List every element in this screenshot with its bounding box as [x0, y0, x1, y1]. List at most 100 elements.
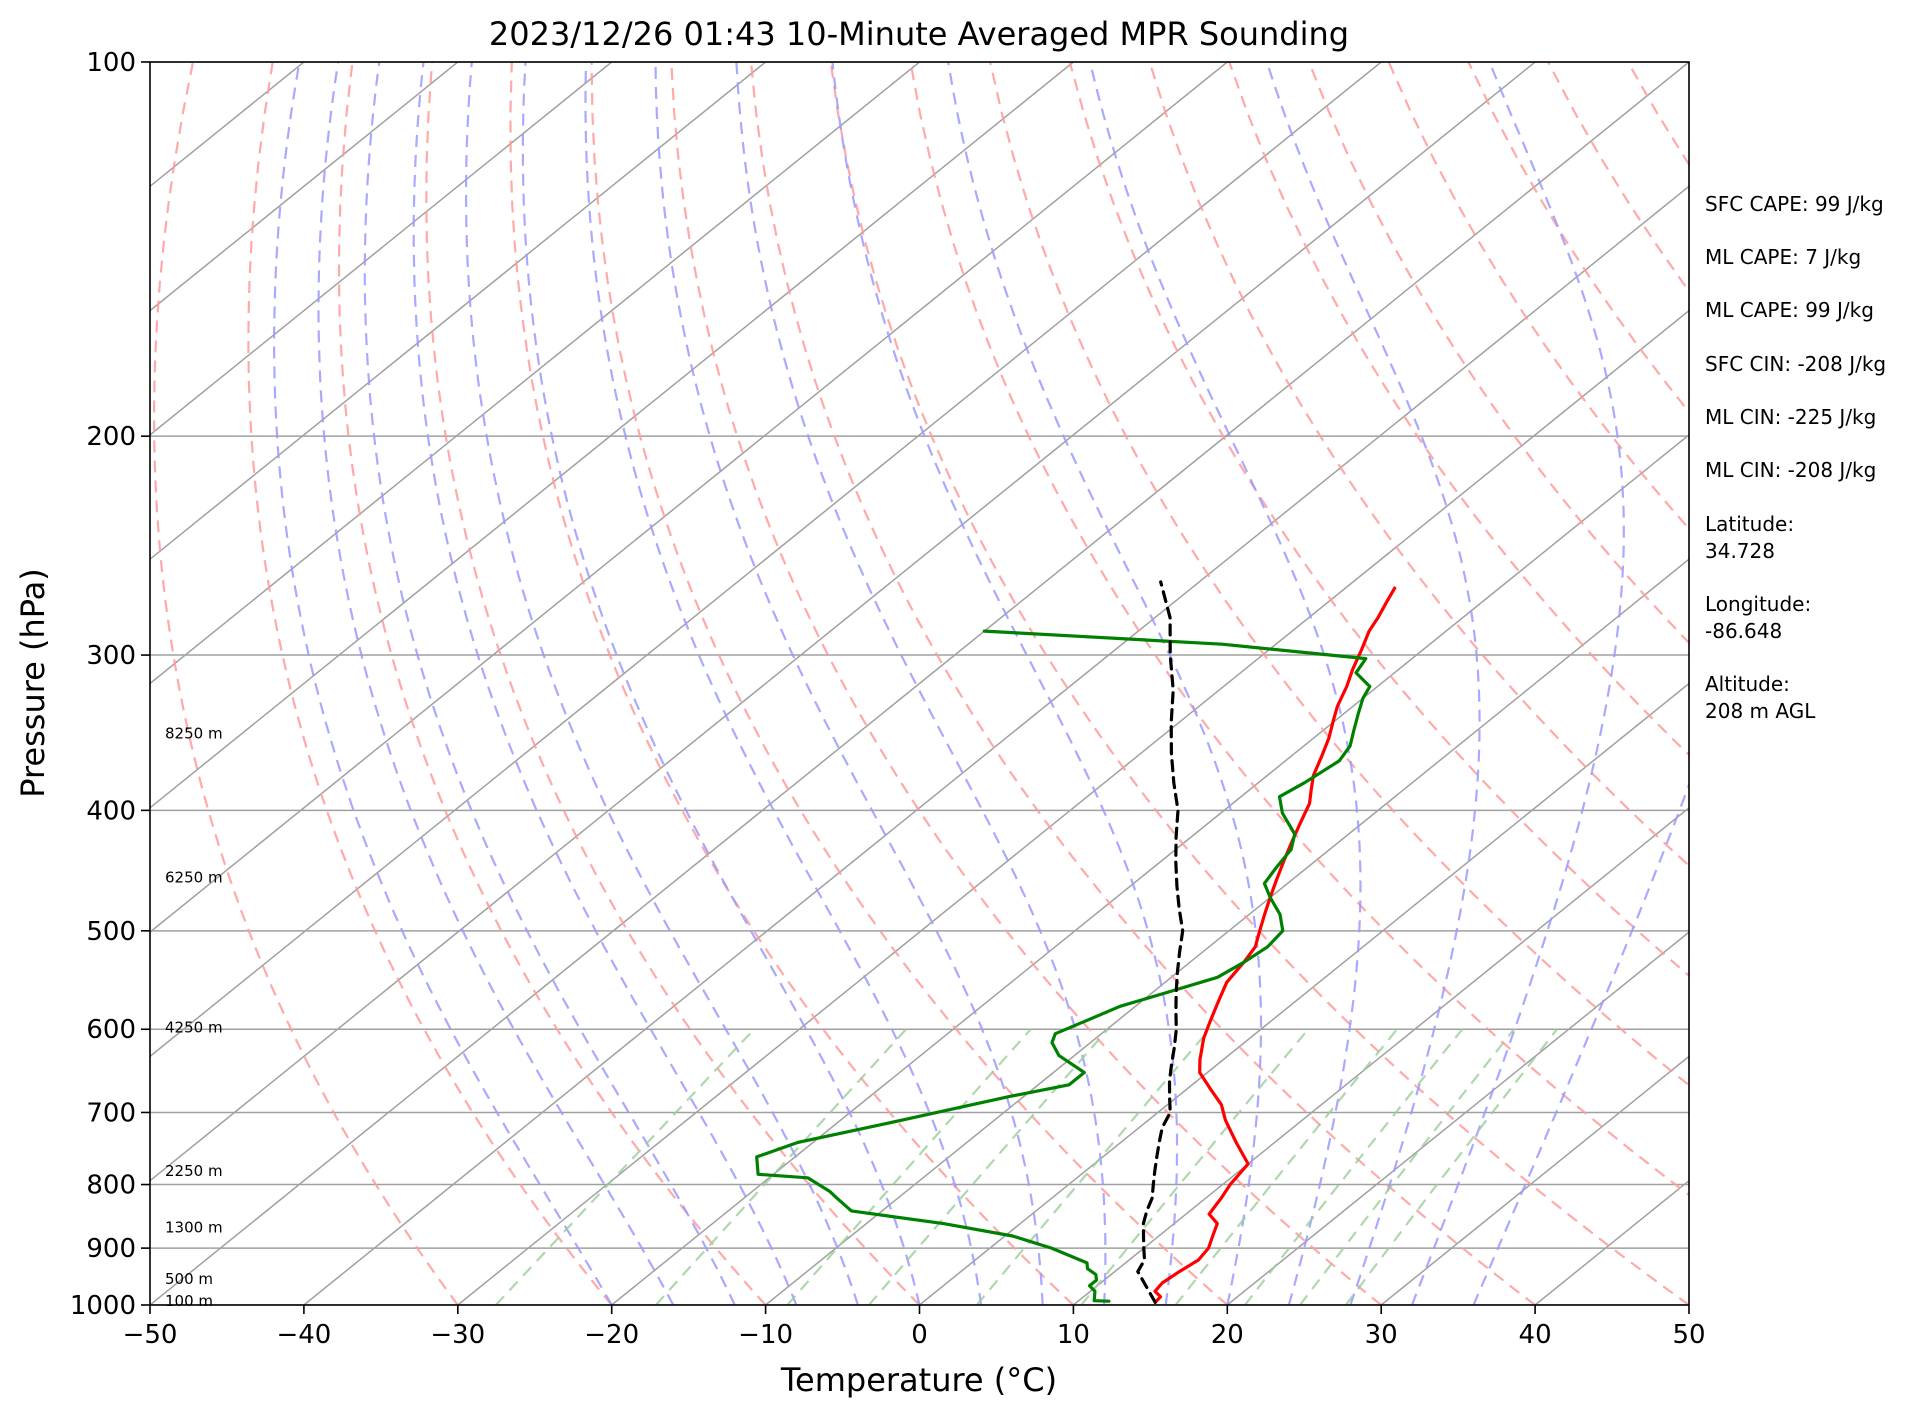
isotherm--70 — [150, 62, 1382, 1058]
isotherm--100 — [150, 62, 920, 685]
isotherm--30 — [457, 309, 1689, 1305]
stat-sfc-cin: SFC CIN: -208 J/kg — [1705, 352, 1886, 376]
stat-ml-cin: ML CIN: -225 J/kg — [1705, 405, 1876, 429]
x-axis-ticks: −50 −40 −30 −20 −10 0 10 20 30 40 50 — [123, 1305, 1706, 1350]
x-tick-label: 10 — [1057, 1320, 1090, 1350]
y-tick-label: 800 — [86, 1171, 136, 1201]
x-tick-label: −30 — [430, 1320, 485, 1350]
mixing-ratio-20 — [1299, 1028, 1515, 1305]
stat-ml-cape: ML CAPE: 7 J/kg — [1705, 245, 1861, 269]
altitude-value: 208 m AGL — [1705, 699, 1816, 723]
dry-adiabat-60 — [909, 62, 1689, 1197]
mixing-ratio-16 — [1244, 1028, 1464, 1305]
y-tick-label: 1000 — [70, 1291, 136, 1321]
moist-adiabat-4 — [584, 62, 983, 1305]
stat-ml-cin-2: ML CIN: -208 J/kg — [1705, 458, 1876, 482]
isotherm--50 — [150, 62, 1689, 1305]
x-axis-label: Temperature (°C) — [780, 1361, 1057, 1399]
x-tick-label: −10 — [738, 1320, 793, 1350]
chart-title: 2023/12/26 01:43 10-Minute Averaged MPR … — [489, 15, 1349, 53]
moist-adiabat-32 — [1410, 62, 1625, 1305]
isotherm--20 — [611, 433, 1689, 1305]
y-tick-label: 300 — [86, 641, 136, 671]
mixing-ratio-3 — [868, 1028, 1109, 1305]
isotherm--130 — [150, 62, 459, 312]
longitude-value: -86.648 — [1705, 619, 1782, 643]
x-tick-label: 50 — [1672, 1320, 1705, 1350]
stat-sfc-cape: SFC CAPE: 99 J/kg — [1705, 192, 1884, 216]
altitude-label: Altitude: — [1705, 672, 1790, 696]
isotherm--80 — [150, 62, 1228, 934]
moist-adiabat-36 — [1472, 781, 1689, 1305]
dry-adiabat-70 — [989, 62, 1689, 1087]
y-tick-label: 700 — [86, 1098, 136, 1128]
longitude-label: Longitude: — [1705, 592, 1811, 616]
background-lines — [150, 62, 1910, 1305]
series-lines — [755, 580, 1397, 1304]
moist-adiabat-12 — [735, 62, 1107, 1305]
moist-adiabat-28 — [1265, 62, 1481, 1305]
dry-adiabat-40 — [749, 62, 1536, 1305]
latitude-label: Latitude: — [1705, 512, 1794, 536]
moist-adiabat--8 — [412, 62, 798, 1305]
mixing-ratio-24 — [1344, 1028, 1558, 1305]
height-label: 2250 m — [165, 1162, 223, 1180]
moist-adiabat--16 — [317, 62, 675, 1305]
temperature-line — [1153, 586, 1397, 1304]
dry-adiabat-20 — [590, 62, 1229, 1305]
mixing-ratio-0.4 — [494, 1028, 755, 1305]
mixing-ratio-2 — [786, 1028, 1032, 1305]
dry-adiabat--30 — [152, 62, 459, 1305]
mixing-ratio-12 — [1174, 1028, 1398, 1305]
moist-adiabat--20 — [273, 62, 613, 1305]
height-label: 8250 m — [165, 725, 223, 743]
dry-adiabat-30 — [670, 62, 1382, 1305]
mixing-ratio-5 — [975, 1028, 1211, 1305]
isotherm-30 — [1380, 1055, 1689, 1305]
isotherm-10 — [1072, 806, 1689, 1305]
latitude-value: 34.728 — [1705, 539, 1775, 563]
height-label: 6250 m — [165, 869, 223, 887]
y-axis-ticks: 1000 900 800 700 600 500 400 300 200 100 — [70, 48, 150, 1321]
dry-adiabat-0 — [425, 62, 921, 1305]
y-tick-label: 400 — [86, 796, 136, 826]
height-label: 1300 m — [165, 1218, 223, 1236]
mixing-ratio-1 — [655, 1028, 907, 1305]
stat-ml-cape-2: ML CAPE: 99 J/kg — [1705, 298, 1874, 322]
x-tick-label: 30 — [1365, 1320, 1398, 1350]
height-label: 500 m — [165, 1270, 213, 1288]
isotherm--90 — [150, 62, 1074, 809]
y-tick-label: 500 — [86, 917, 136, 947]
y-tick-label: 900 — [86, 1234, 136, 1264]
isotherm-20 — [1226, 931, 1689, 1305]
isotherm--40 — [303, 185, 1689, 1305]
y-tick-label: 600 — [86, 1015, 136, 1045]
isotherm--10 — [765, 558, 1689, 1305]
dry-adiabat--10 — [337, 62, 767, 1305]
isotherm--110 — [150, 62, 767, 561]
dewpoint-line — [755, 629, 1372, 1303]
isotherm--60 — [150, 62, 1536, 1182]
height-label: 100 m — [165, 1292, 213, 1310]
parcel-line — [1136, 580, 1185, 1304]
x-tick-label: 20 — [1211, 1320, 1244, 1350]
stats-panel: SFC CAPE: 99 J/kg ML CAPE: 7 J/kg ML CAP… — [1705, 192, 1886, 723]
y-axis-label: Pressure (hPa) — [14, 568, 52, 798]
dry-adiabat-180 — [1867, 62, 1910, 1305]
height-labels: 8250 m 6250 m 4250 m 2250 m 1300 m 500 m 100 m — [165, 725, 223, 1311]
dry-adiabat-10 — [509, 62, 1075, 1305]
moist-adiabat--4 — [465, 62, 859, 1305]
moist-adiabat-16 — [831, 62, 1179, 1305]
x-tick-label: −20 — [584, 1320, 639, 1350]
moist-adiabat--12 — [363, 62, 736, 1305]
dry-adiabat-50 — [829, 62, 1689, 1305]
dry-adiabat--20 — [247, 62, 613, 1305]
x-tick-label: 0 — [911, 1320, 928, 1350]
y-tick-label: 200 — [86, 422, 136, 452]
x-tick-label: −40 — [276, 1320, 331, 1350]
dry-adiabat-80 — [1068, 62, 1689, 978]
moist-adiabat-0 — [521, 62, 921, 1305]
height-label: 4250 m — [165, 1018, 223, 1036]
moist-adiabat-8 — [654, 62, 1044, 1305]
